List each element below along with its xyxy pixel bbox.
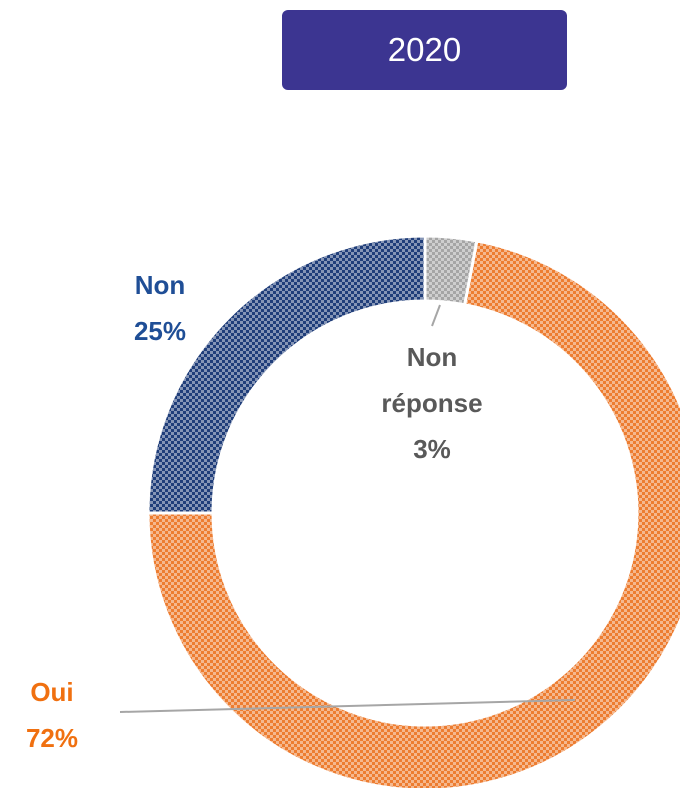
value-label: 72% (25, 723, 79, 753)
donut-slice (146, 234, 427, 515)
category-label: Non (134, 270, 186, 300)
data-label: Non réponse 3% (362, 334, 502, 472)
value-label: 25% (133, 316, 187, 346)
category-label: Oui (30, 677, 74, 707)
leader-line (431, 304, 441, 327)
chart-title: 2020 (282, 10, 567, 90)
value-label: 3% (413, 434, 451, 464)
donut-slice (146, 239, 680, 788)
data-label: Non 25% (100, 262, 220, 354)
data-label: Oui 72% (0, 669, 104, 761)
category-label: Non réponse (381, 342, 483, 418)
leader-line (119, 699, 576, 713)
